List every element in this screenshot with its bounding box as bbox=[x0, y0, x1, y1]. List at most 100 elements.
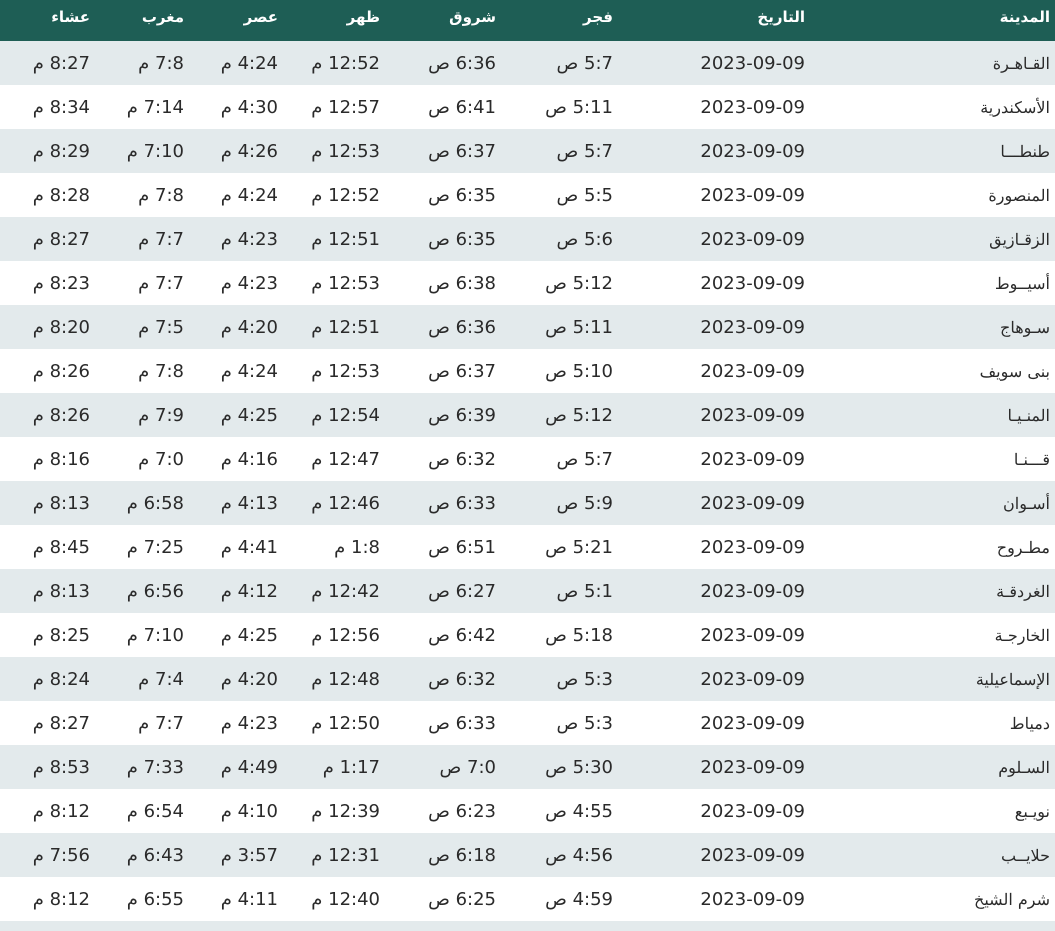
header-maghrib: مغرب bbox=[141, 7, 184, 26]
table-row: المنصورة 2023-09-09 5:5 ص 6:35 ص 12:52 م 4:24… bbox=[0, 173, 1055, 217]
cell-date: 2023-09-09 bbox=[700, 228, 805, 250]
header-dhuhr: ظهر bbox=[346, 7, 380, 26]
cell-date: 2023-09-09 bbox=[700, 536, 805, 558]
cell-date: 2023-09-09 bbox=[700, 360, 805, 382]
cell-asr: 4:23 م bbox=[220, 712, 278, 734]
cell-city: نويـبع bbox=[1014, 801, 1050, 821]
cell-isha: 8:53 م bbox=[32, 756, 90, 778]
header-asr: عصر bbox=[243, 7, 278, 26]
cell-asr: 4:20 م bbox=[220, 668, 278, 690]
cell-maghrib: 7:25 م bbox=[126, 536, 184, 558]
cell-maghrib: 7:5 م bbox=[138, 316, 184, 338]
cell-date: 2023-09-09 bbox=[700, 888, 805, 910]
cell-city: الغردقـة bbox=[996, 581, 1050, 601]
cell-shuruq: 6:37 ص bbox=[428, 140, 496, 162]
cell-date: 2023-09-09 bbox=[700, 272, 805, 294]
cell-fajr: 5:12 ص bbox=[545, 272, 613, 294]
cell-shuruq: 6:23 ص bbox=[428, 800, 496, 822]
header-isha: عشاء bbox=[51, 7, 90, 26]
cell-city: السـلوم bbox=[998, 757, 1050, 777]
cell-date: 2023-09-09 bbox=[700, 844, 805, 866]
cell-asr: 4:13 م bbox=[220, 492, 278, 514]
cell-maghrib: 7:10 م bbox=[126, 624, 184, 646]
cell-date: 2023-09-09 bbox=[700, 668, 805, 690]
cell-dhuhr: 12:51 م bbox=[311, 316, 380, 338]
cell-date: 2023-09-09 bbox=[700, 448, 805, 470]
cell-shuruq: 6:51 ص bbox=[428, 536, 496, 558]
table-row: قـــنـا 2023-09-09 5:7 ص 6:32 ص 12:47 م 4:16 … bbox=[0, 437, 1055, 481]
cell-fajr: 5:10 ص bbox=[545, 360, 613, 382]
cell-city: المنـيـا bbox=[1007, 405, 1050, 425]
table-row: الأسكندرية 2023-09-09 5:11 ص 6:41 ص 12:57 م 4… bbox=[0, 85, 1055, 129]
cell-isha: 8:12 م bbox=[32, 800, 90, 822]
cell-city: أسـوان bbox=[1003, 493, 1050, 513]
cell-isha: 8:27 م bbox=[32, 52, 90, 74]
cell-asr: 4:30 م bbox=[220, 96, 278, 118]
cell-fajr: 5:3 ص bbox=[556, 712, 613, 734]
cell-fajr: 4:55 ص bbox=[545, 800, 613, 822]
cell-city: دمياط bbox=[1009, 713, 1050, 733]
cell-isha: 8:16 م bbox=[32, 448, 90, 470]
cell-fajr: 5:7 ص bbox=[556, 140, 613, 162]
cell-city: قـــنـا bbox=[1013, 449, 1050, 469]
cell-maghrib: 7:8 م bbox=[138, 52, 184, 74]
cell-fajr: 5:11 ص bbox=[545, 316, 613, 338]
cell-date: 2023-09-09 bbox=[700, 712, 805, 734]
cell-fajr: 5:11 ص bbox=[545, 96, 613, 118]
cell-city: حلايــب bbox=[1001, 845, 1050, 865]
cell-dhuhr: 12:52 م bbox=[311, 184, 380, 206]
cell-fajr: 5:18 ص bbox=[545, 624, 613, 646]
cell-city: الإسماعيلية bbox=[975, 669, 1050, 689]
cell-date: 2023-09-09 bbox=[700, 756, 805, 778]
cell-date: 2023-09-09 bbox=[700, 140, 805, 162]
cell-asr: 4:25 م bbox=[220, 404, 278, 426]
table-row: دمياط 2023-09-09 5:3 ص 6:33 ص 12:50 م 4:23 م 7… bbox=[0, 701, 1055, 745]
cell-fajr: 5:30 ص bbox=[545, 756, 613, 778]
table-row: حلايــب 2023-09-09 4:56 ص 6:18 ص 12:31 م 3:57… bbox=[0, 833, 1055, 877]
cell-asr: 4:20 م bbox=[220, 316, 278, 338]
cell-maghrib: 7:10 م bbox=[126, 140, 184, 162]
cell-date: 2023-09-09 bbox=[700, 96, 805, 118]
cell-isha: 8:26 م bbox=[32, 360, 90, 382]
cell-asr: 4:23 م bbox=[220, 228, 278, 250]
header-fajr: فجر bbox=[583, 7, 613, 26]
cell-shuruq: 6:35 ص bbox=[428, 228, 496, 250]
cell-dhuhr: 1:8 م bbox=[334, 536, 380, 558]
cell-asr: 4:41 م bbox=[220, 536, 278, 558]
cell-isha: 8:20 م bbox=[32, 316, 90, 338]
cell-isha: 8:13 م bbox=[32, 492, 90, 514]
cell-dhuhr: 12:57 م bbox=[311, 96, 380, 118]
cell-isha: 8:34 م bbox=[32, 96, 90, 118]
cell-dhuhr: 1:17 م bbox=[322, 756, 380, 778]
cell-city: مطـروح bbox=[996, 537, 1050, 557]
cell-asr: 4:25 م bbox=[220, 624, 278, 646]
cell-maghrib: 6:54 م bbox=[126, 800, 184, 822]
cell-shuruq: 6:39 ص bbox=[428, 404, 496, 426]
cell-asr: 4:49 م bbox=[220, 756, 278, 778]
cell-city: سـوهاج bbox=[1000, 317, 1050, 337]
cell-shuruq: 6:36 ص bbox=[428, 316, 496, 338]
cell-fajr: 5:7 ص bbox=[556, 448, 613, 470]
table-row: القـاهـرة 2023-09-09 5:7 ص 6:36 ص 12:52 م 4:2… bbox=[0, 41, 1055, 85]
cell-date: 2023-09-09 bbox=[700, 316, 805, 338]
cell-dhuhr: 12:56 م bbox=[311, 624, 380, 646]
table-row: سـوهاج 2023-09-09 5:11 ص 6:36 ص 12:51 م 4:20 … bbox=[0, 305, 1055, 349]
cell-fajr: 5:9 ص bbox=[556, 492, 613, 514]
cell-date: 2023-09-09 bbox=[700, 52, 805, 74]
table-row: الإسماعيلية 2023-09-09 5:3 ص 6:32 ص 12:48 م 4… bbox=[0, 657, 1055, 701]
cell-shuruq: 6:25 ص bbox=[428, 888, 496, 910]
cell-shuruq: 6:35 ص bbox=[428, 184, 496, 206]
cell-dhuhr: 12:50 م bbox=[311, 712, 380, 734]
table-row: بنى سويف 2023-09-09 5:10 ص 6:37 ص 12:53 م 4:2… bbox=[0, 349, 1055, 393]
cell-shuruq: 6:32 ص bbox=[428, 448, 496, 470]
cell-city: الخارجـة bbox=[994, 625, 1050, 645]
cell-asr: 4:24 م bbox=[220, 184, 278, 206]
cell-city: الأسكندرية bbox=[980, 97, 1050, 117]
cell-shuruq: 6:42 ص bbox=[428, 624, 496, 646]
table-row: الزقـازيق 2023-09-09 5:6 ص 6:35 ص 12:51 م 4:2… bbox=[0, 217, 1055, 261]
cell-dhuhr: 12:47 م bbox=[311, 448, 380, 470]
cell-dhuhr: 12:54 م bbox=[311, 404, 380, 426]
cell-date: 2023-09-09 bbox=[700, 492, 805, 514]
cell-isha: 8:24 م bbox=[32, 668, 90, 690]
